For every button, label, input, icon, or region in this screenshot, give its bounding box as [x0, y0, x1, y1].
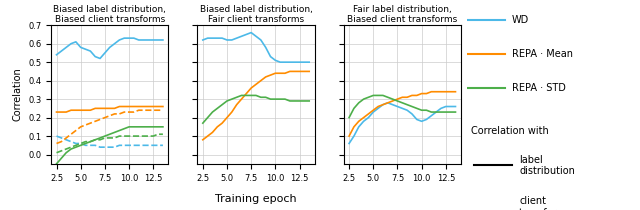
Text: client
transforms: client transforms	[519, 196, 572, 210]
Y-axis label: Correlation: Correlation	[13, 68, 22, 121]
Text: Correlation with: Correlation with	[470, 126, 548, 136]
Title: Fair label distribution,
Biased client transforms: Fair label distribution, Biased client t…	[347, 5, 458, 24]
Text: label
distribution: label distribution	[519, 155, 575, 176]
Text: WD: WD	[512, 15, 529, 25]
Text: REPA · STD: REPA · STD	[512, 83, 566, 93]
Title: Biased label distribution,
Fair client transforms: Biased label distribution, Fair client t…	[200, 5, 312, 24]
Title: Biased label distribution,
Biased client transforms: Biased label distribution, Biased client…	[53, 5, 166, 24]
Text: Training epoch: Training epoch	[215, 194, 297, 204]
Text: REPA · Mean: REPA · Mean	[512, 49, 573, 59]
